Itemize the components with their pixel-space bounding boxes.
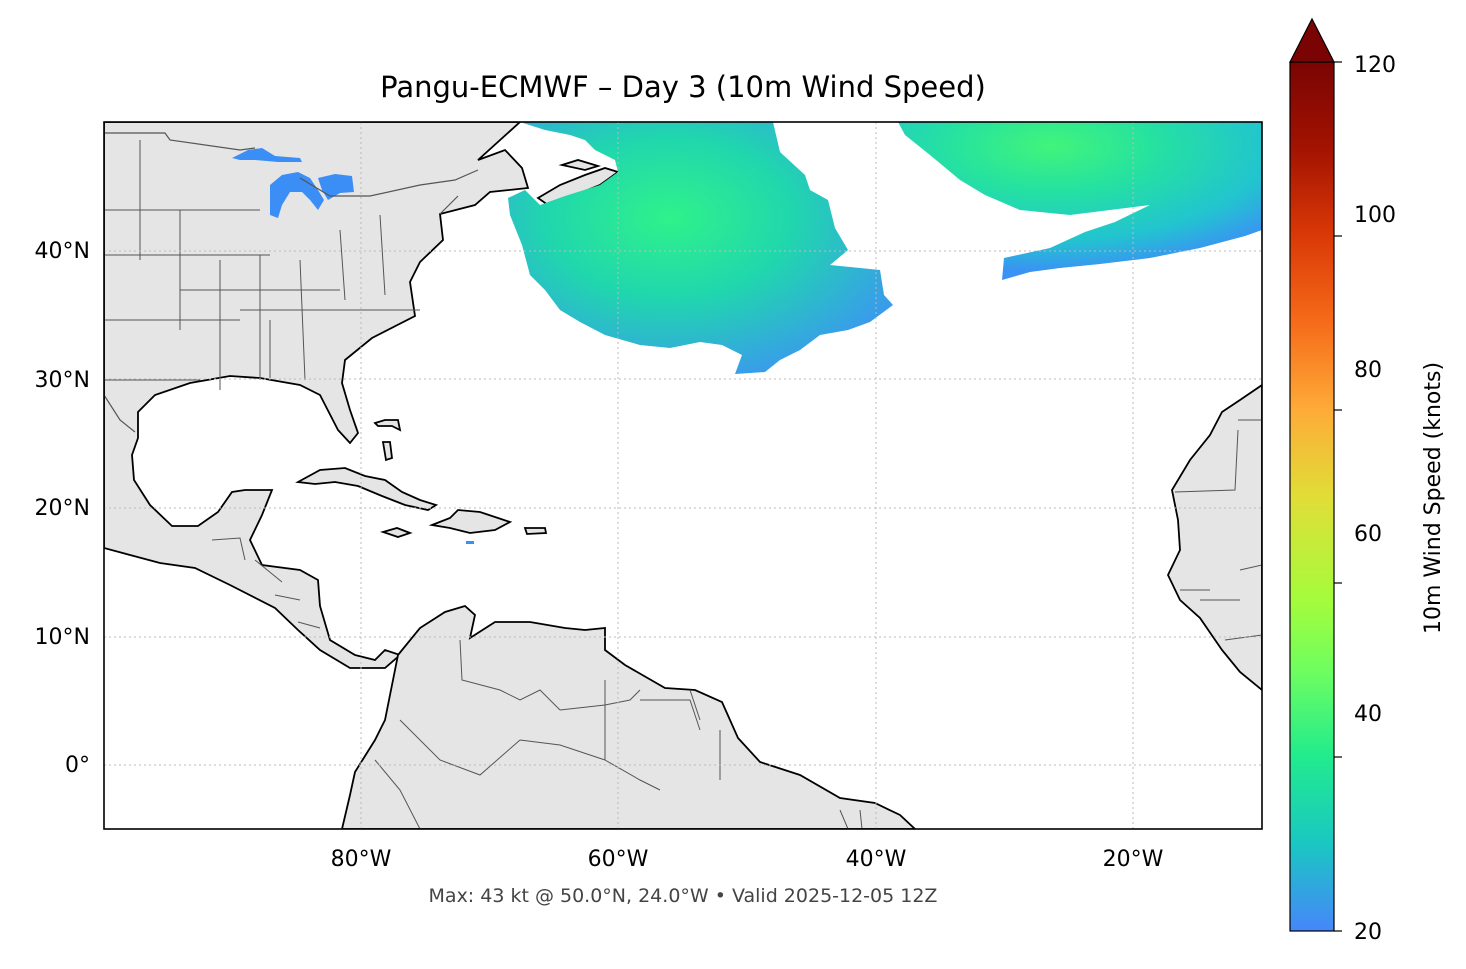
lat-tick-label: 20°N xyxy=(35,496,90,521)
lon-tick-label: 60°W xyxy=(588,847,649,872)
lon-tick-label: 20°W xyxy=(1103,847,1164,872)
land-africa xyxy=(1167,383,1262,692)
lon-tick-label: 40°W xyxy=(846,847,907,872)
land-north-america xyxy=(104,122,530,669)
border-africa xyxy=(1174,419,1262,641)
lon-tick-labels: 80°W 60°W 40°W 20°W xyxy=(331,847,1164,872)
lake-michigan-huron xyxy=(270,172,324,218)
colorbar-tick-label: 40 xyxy=(1354,702,1382,727)
border-central-america xyxy=(211,537,321,629)
lake-superior xyxy=(232,148,302,162)
colorbar-tick-label: 120 xyxy=(1354,53,1396,78)
gridlines xyxy=(104,122,1262,829)
colorbar-tick-label: 80 xyxy=(1354,358,1382,383)
land-jamaica xyxy=(379,527,413,538)
footer-caption: Max: 43 kt @ 50.0°N, 24.0°W • Valid 2025… xyxy=(428,885,938,907)
colorbar-tick-label: 20 xyxy=(1354,920,1382,945)
wind-speck xyxy=(466,541,474,544)
colorbar-gradient xyxy=(1289,61,1335,932)
land-puerto-rico xyxy=(523,527,548,535)
lat-tick-label: 40°N xyxy=(35,239,90,264)
land-cuba xyxy=(295,467,439,511)
map-title: Pangu-ECMWF – Day 3 (10m Wind Speed) xyxy=(380,70,986,104)
lake-erie-ontario xyxy=(318,174,354,200)
lat-tick-label: 30°N xyxy=(35,368,90,393)
wind-field-northwest-atlantic xyxy=(508,122,893,374)
land-south-america xyxy=(341,604,917,829)
colorbar-tick-label: 60 xyxy=(1354,522,1382,547)
border-us-canada xyxy=(104,132,479,215)
colorbar-tick-label: 100 xyxy=(1354,203,1396,228)
lon-tick-label: 80°W xyxy=(331,847,392,872)
land-hispaniola xyxy=(428,509,513,534)
lat-tick-label: 10°N xyxy=(35,625,90,650)
land-bahamas xyxy=(373,419,402,432)
lat-tick-label: 0° xyxy=(65,753,90,778)
colorbar-axis-label: 10m Wind Speed (knots) xyxy=(1421,362,1446,634)
wind-field-east-atlantic xyxy=(898,122,1262,280)
land-bahamas-small xyxy=(381,441,393,462)
border-states xyxy=(104,140,420,390)
land-pei xyxy=(558,159,602,171)
colorbar-extend-arrow xyxy=(1289,17,1335,63)
lat-tick-labels: 40°N 30°N 20°N 10°N 0° xyxy=(35,239,90,778)
border-us-mexico xyxy=(104,394,136,433)
colorbar: 20 40 60 80 100 120 10m Wind Speed (knot… xyxy=(1289,17,1446,945)
map-frame xyxy=(103,121,1263,830)
map-area xyxy=(104,122,1262,829)
